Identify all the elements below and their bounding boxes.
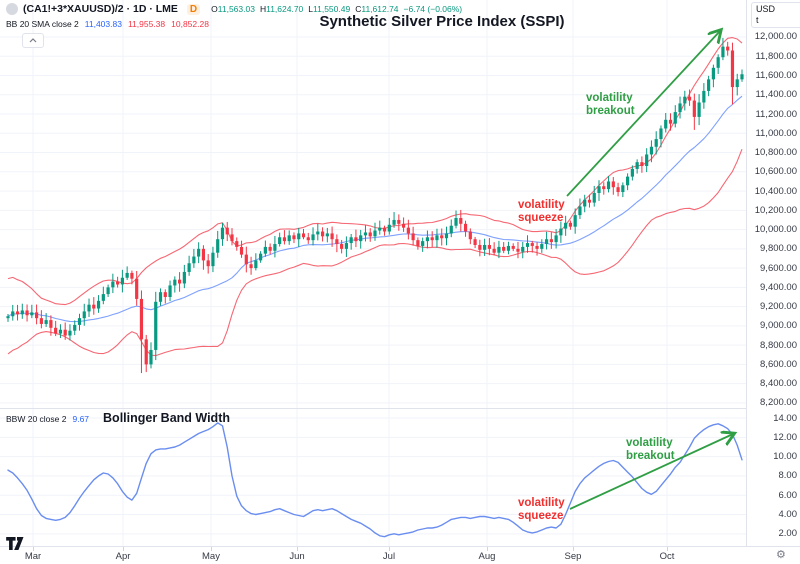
time-axis-tick <box>211 547 212 551</box>
price-axis[interactable]: USD t 12,000.00 11,800.00 11,600.00 11,400.… <box>746 0 800 564</box>
time-axis-month-label: Jul <box>382 551 396 562</box>
price-axis-label: 8,600.00 <box>760 358 797 370</box>
bb-basis-value: 11,403.83 <box>84 19 122 29</box>
annotation-arrow-arrow-bbw <box>569 434 733 510</box>
annotation-text-breakout-bbw: breakout <box>626 450 675 462</box>
time-axis-month-label: Sep <box>564 551 582 562</box>
high-label: H <box>259 4 267 14</box>
price-axis-label: 9,800.00 <box>760 243 797 255</box>
price-axis-label: 11,400.00 <box>755 89 797 101</box>
symbol-title[interactable]: (CA1!+3*XAUUSD)/2 · 1D · LME <box>23 3 178 15</box>
bb-upper-value: 11,955.38 <box>127 19 166 29</box>
price-axis-label: 8,800.00 <box>760 339 797 351</box>
open-label: O <box>211 4 218 14</box>
bollinger-bands <box>7 37 743 357</box>
time-axis[interactable]: Mar Apr May Jun Jul Aug Sep Oct <box>0 546 800 564</box>
legend-collapse-button[interactable] <box>22 33 44 48</box>
annotation-text-squeeze-bbw: squeeze <box>518 510 563 522</box>
time-axis-tick <box>123 547 124 551</box>
price-axis-label: 11,600.00 <box>755 70 797 81</box>
price-axis-label: 11,200.00 <box>755 108 797 120</box>
bbw-pane-title: Bollinger Band Width <box>103 411 230 425</box>
price-axis-label: 11,800.00 <box>755 50 797 62</box>
bbw-axis-label: 8.00 <box>778 470 798 482</box>
time-axis-month-label: May <box>202 551 220 562</box>
bbw-axis-label: 10.00 <box>773 451 797 463</box>
annotation-text-squeeze-main: volatility <box>518 199 565 211</box>
bbw-line <box>7 422 743 538</box>
price-axis-label: 10,200.00 <box>754 204 797 216</box>
chart-title: Synthetic Silver Price Index (SSPI) <box>319 13 565 30</box>
time-axis-month-label: Oct <box>659 551 675 562</box>
price-axis-label: 9,000.00 <box>760 320 797 332</box>
annotation-text-squeeze-bbw: volatility <box>518 497 565 509</box>
low-label: L <box>308 4 314 14</box>
price-axis-label: 11,000.00 <box>755 127 797 139</box>
bb-indicator-name[interactable]: BB 20 SMA close 2 <box>6 19 79 29</box>
price-axis-label: 10,800.00 <box>754 147 797 159</box>
high-value: 11,624.70 <box>266 4 304 14</box>
symbol-logo-icon <box>6 3 18 15</box>
price-axis-label: 9,600.00 <box>760 262 797 274</box>
interval-badge[interactable]: D <box>186 3 201 15</box>
bbw-axis-label: 4.00 <box>778 509 798 521</box>
time-axis-month-label: Mar <box>24 551 42 562</box>
open-value: 11,563.03 <box>217 4 255 14</box>
bbw-indicator-legend-row[interactable]: BBW 20 close 2 9.67 Bollinger Band Width <box>6 411 230 425</box>
price-axis-label: 8,400.00 <box>760 378 797 390</box>
bbw-gridlines <box>0 408 746 546</box>
bbw-axis-label: 14.00 <box>773 412 797 424</box>
unit-primary-label[interactable]: USD <box>756 4 776 14</box>
time-axis-tick <box>667 547 668 551</box>
bb-lower-value: 10,852.28 <box>171 19 209 29</box>
close-label: C <box>355 4 362 14</box>
time-axis-month-label: Jun <box>289 551 305 562</box>
unit-secondary-label[interactable]: t <box>756 15 759 25</box>
price-axis-label: 10,000.00 <box>754 224 797 236</box>
price-axis-label: 9,400.00 <box>760 281 797 293</box>
settings-gear-icon[interactable]: ⚙ <box>776 549 786 561</box>
bbw-axis-label: 6.00 <box>778 489 798 501</box>
main-gridlines <box>0 0 746 408</box>
bbw-indicator-name[interactable]: BBW 20 close 2 <box>6 414 67 424</box>
time-axis-tick <box>33 547 34 551</box>
change-value: −6.74 (−0.06%) <box>403 4 463 14</box>
unit-selector[interactable]: USD t <box>751 2 800 28</box>
time-axis-tick <box>389 547 390 551</box>
chevron-up-icon <box>29 38 37 43</box>
annotation-text-breakout-main: volatility <box>586 92 633 104</box>
bbw-axis-label: 2.00 <box>778 528 798 540</box>
bbw-value: 9.67 <box>72 414 90 424</box>
annotation-text-breakout-bbw: volatility <box>626 437 673 449</box>
price-axis-label: 9,200.00 <box>760 301 797 313</box>
candlesticks <box>6 37 744 374</box>
price-axis-label: 12,000.00 <box>754 31 797 43</box>
low-value: 11,550.49 <box>313 4 351 14</box>
bb-indicator-legend-row[interactable]: BB 20 SMA close 2 11,403.83 11,955.38 10… <box>6 18 462 30</box>
time-axis-tick <box>487 547 488 551</box>
annotation-text-breakout-main: breakout <box>586 105 635 117</box>
time-axis-tick <box>297 547 298 551</box>
price-axis-label: 10,600.00 <box>754 166 797 178</box>
annotation-text-squeeze-main: squeeze <box>518 212 563 224</box>
ohlc-values: O11,563.03 H11,624.70 L11,550.49 C11,612… <box>211 4 462 14</box>
legend: (CA1!+3*XAUUSD)/2 · 1D · LME D O11,563.0… <box>6 2 462 30</box>
time-axis-month-label: Apr <box>115 551 131 562</box>
bbw-axis-label: 12.00 <box>773 431 797 443</box>
price-axis-label: 10,400.00 <box>754 185 797 197</box>
price-axis-label: 8,200.00 <box>760 397 797 409</box>
time-axis-tick <box>573 547 574 551</box>
time-axis-month-label: Aug <box>478 551 496 562</box>
annotation-arrow-arrow-main <box>566 31 720 197</box>
close-value: 11,612.74 <box>361 4 399 14</box>
pane-separator[interactable] <box>0 408 800 409</box>
symbol-legend-row[interactable]: (CA1!+3*XAUUSD)/2 · 1D · LME D O11,563.0… <box>6 2 462 16</box>
